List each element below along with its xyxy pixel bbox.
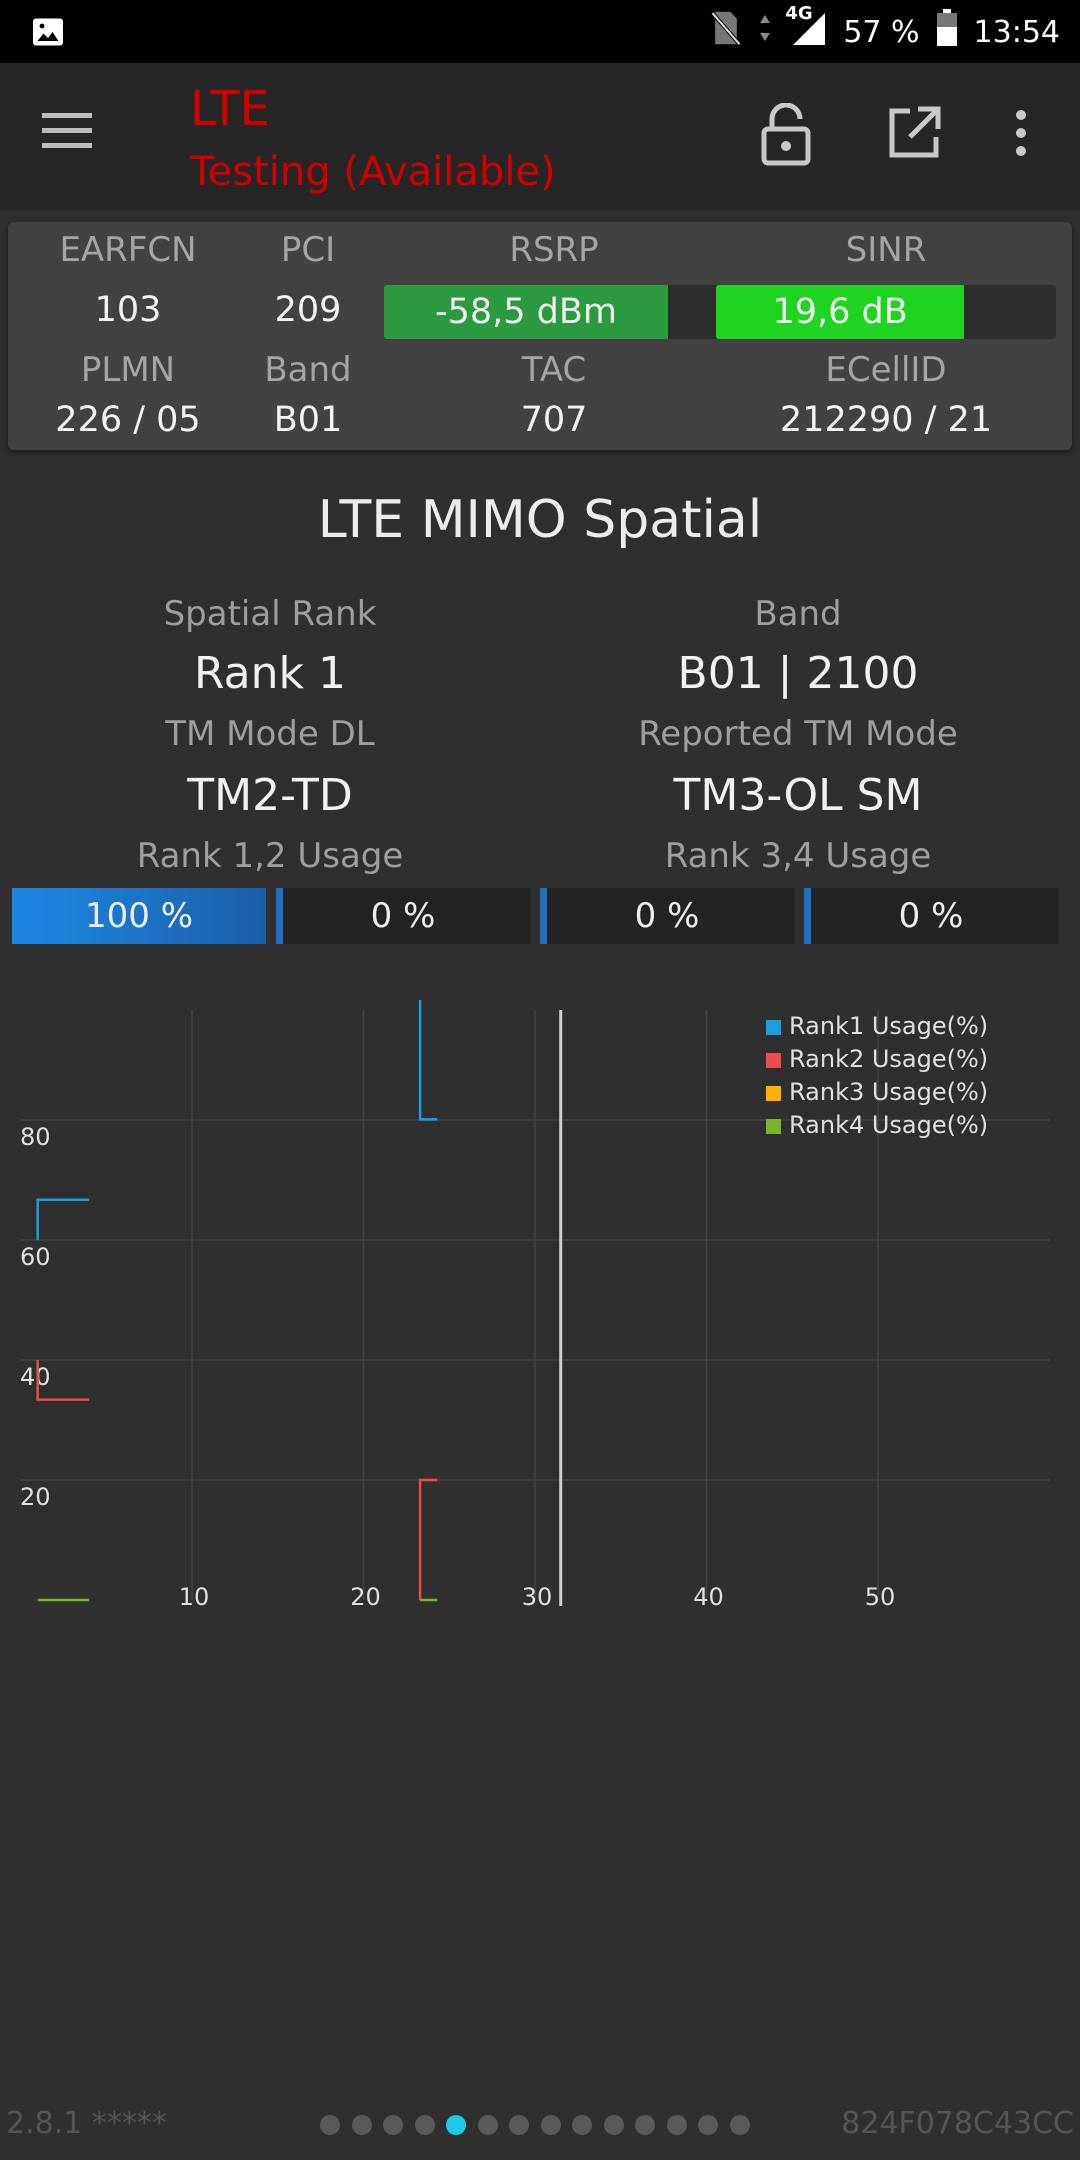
legend-label-rank1: Rank1 Usage(%) xyxy=(789,1012,988,1040)
rank12-usage-label: Rank 1,2 Usage xyxy=(136,836,404,876)
series-line-rank2 xyxy=(36,1360,90,1401)
reported-tm-label: Reported TM Mode xyxy=(638,714,958,754)
band-label: Band xyxy=(264,350,352,390)
legend-label-rank3: Rank3 Usage(%) xyxy=(789,1078,988,1106)
page-dot[interactable] xyxy=(446,2115,466,2135)
sinr-meter-fill xyxy=(716,285,965,339)
rank1-usage-fill xyxy=(12,888,266,944)
y-tick-label: 80 xyxy=(20,1123,51,1151)
page-dot[interactable] xyxy=(540,2115,561,2135)
legend-swatch-rank3 xyxy=(766,1086,781,1101)
page-dot[interactable] xyxy=(572,2115,592,2135)
cell-info-panel: EARFCN PCI RSRP SINR 103 209 -58,5 dBm 1… xyxy=(8,222,1072,450)
section-title: LTE MIMO Spatial xyxy=(317,490,763,550)
signal-icon: 4G xyxy=(785,3,827,55)
open-external-icon[interactable] xyxy=(884,103,948,167)
y-tick-label: 40 xyxy=(20,1363,51,1391)
page-dot[interactable] xyxy=(351,2115,372,2135)
rank4-usage-stub xyxy=(804,888,811,944)
rank1-usage-value: 100 % xyxy=(84,896,193,936)
rank34-usage-label: Rank 3,4 Usage xyxy=(664,836,932,876)
band-label-mimo: Band xyxy=(754,594,842,634)
rsrp-meter: -58,5 dBm xyxy=(384,285,718,339)
page-dot[interactable] xyxy=(414,2115,435,2135)
app-bar: LTE Testing (Available) xyxy=(0,63,1080,210)
rank2-usage-bar: 0 % xyxy=(276,888,530,944)
more-vert-icon[interactable] xyxy=(1006,103,1070,167)
rank4-usage-value: 0 % xyxy=(898,896,964,936)
status-bar: 4G 57 % 13:54 xyxy=(0,0,1080,63)
rank1-usage-bar: 100 % xyxy=(12,888,266,944)
page-dot[interactable] xyxy=(383,2115,403,2135)
series-line-rank1 xyxy=(36,1198,90,1240)
series-line-rank1 xyxy=(418,1000,438,1121)
x-tick-label: 30 xyxy=(522,1583,553,1611)
earfcn-label: EARFCN xyxy=(59,230,197,270)
page-dot[interactable] xyxy=(635,2115,655,2135)
page-dot[interactable] xyxy=(603,2115,624,2135)
clock: 13:54 xyxy=(973,14,1060,50)
page-indicator[interactable] xyxy=(320,2115,750,2135)
page-dot[interactable] xyxy=(729,2115,750,2135)
page-dot[interactable] xyxy=(320,2115,340,2135)
page-dot[interactable] xyxy=(477,2115,498,2135)
sinr-value: 19,6 dB xyxy=(772,292,908,332)
band-value: B01 xyxy=(273,400,343,440)
rsrp-label: RSRP xyxy=(509,230,599,270)
tm-mode-label: TM Mode DL xyxy=(165,714,375,754)
spatial-rank-label: Spatial Rank xyxy=(163,594,377,634)
legend-label-rank4: Rank4 Usage(%) xyxy=(789,1111,988,1139)
page-title: LTE xyxy=(190,81,270,137)
x-tick-label: 50 xyxy=(865,1583,896,1611)
x-tick-label: 20 xyxy=(350,1583,381,1611)
image-notification-icon xyxy=(30,14,66,54)
plmn-value: 226 / 05 xyxy=(55,400,201,440)
legend-swatch-rank1 xyxy=(766,1020,781,1035)
data-arrows-icon xyxy=(759,13,771,51)
rank3-usage-stub xyxy=(540,888,547,944)
sinr-meter: 19,6 dB xyxy=(716,285,1056,339)
tac-value: 707 xyxy=(520,400,588,440)
plmn-label: PLMN xyxy=(80,350,176,390)
band-value-mimo: B01 | 2100 xyxy=(677,648,919,699)
pci-value: 209 xyxy=(274,290,342,330)
rank-usage-chart: 10 20 30 40 50 20 40 60 80 Rank1 Usage(%) Rank2 Us… xyxy=(20,1000,1050,1611)
battery-icon xyxy=(936,9,958,55)
series-line-rank2 xyxy=(418,1478,438,1600)
rank3-usage-bar: 0 % xyxy=(540,888,794,944)
rsrp-value: -58,5 dBm xyxy=(434,292,617,332)
x-tick-label: 10 xyxy=(179,1583,210,1611)
pci-label: PCI xyxy=(280,230,336,270)
page-dot[interactable] xyxy=(509,2115,529,2135)
ecellid-label: ECellID xyxy=(825,350,947,390)
rank3-usage-value: 0 % xyxy=(634,896,700,936)
sinr-label: SINR xyxy=(845,230,927,270)
tm-mode-value: TM2-TD xyxy=(187,770,353,821)
battery-percent: 57 % xyxy=(843,14,920,50)
y-tick-label: 60 xyxy=(20,1243,51,1271)
version-label: 2.8.1 ***** xyxy=(6,2106,167,2141)
legend-swatch-rank4 xyxy=(766,1119,781,1134)
page-dot[interactable] xyxy=(666,2115,687,2135)
lock-open-icon[interactable] xyxy=(758,102,822,167)
page-dot[interactable] xyxy=(698,2115,718,2135)
x-tick-label: 40 xyxy=(693,1583,724,1611)
menu-icon[interactable] xyxy=(40,109,104,161)
spatial-rank-value: Rank 1 xyxy=(194,648,346,699)
y-tick-label: 20 xyxy=(20,1483,51,1511)
no-sim-icon xyxy=(709,9,743,55)
page-subtitle: Testing (Available) xyxy=(190,149,556,195)
rsrp-meter-fill xyxy=(384,285,668,339)
ecellid-value: 212290 / 21 xyxy=(779,400,993,440)
rank2-usage-stub xyxy=(276,888,283,944)
tac-label: TAC xyxy=(521,350,587,390)
rank2-usage-value: 0 % xyxy=(370,896,436,936)
reported-tm-value: TM3-OL SM xyxy=(673,770,923,821)
earfcn-value: 103 xyxy=(94,290,162,330)
legend-swatch-rank2 xyxy=(766,1053,781,1068)
legend-label-rank2: Rank2 Usage(%) xyxy=(789,1045,988,1073)
rank4-usage-bar: 0 % xyxy=(804,888,1058,944)
device-id-label: 824F078C43CC xyxy=(841,2106,1074,2141)
